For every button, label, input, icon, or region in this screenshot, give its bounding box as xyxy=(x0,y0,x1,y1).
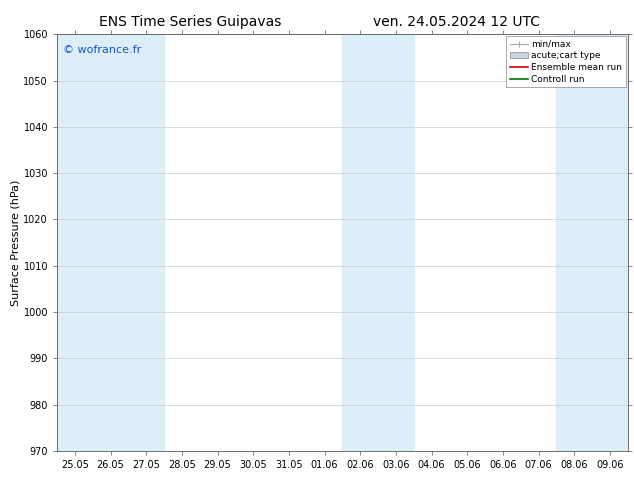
Y-axis label: Surface Pressure (hPa): Surface Pressure (hPa) xyxy=(11,179,21,306)
Legend: min/max, acute;cart type, Ensemble mean run, Controll run: min/max, acute;cart type, Ensemble mean … xyxy=(506,36,626,87)
Text: © wofrance.fr: © wofrance.fr xyxy=(63,45,141,55)
Bar xyxy=(93,34,164,451)
Text: ENS Time Series Guipavas: ENS Time Series Guipavas xyxy=(99,15,281,29)
Bar xyxy=(342,34,413,451)
Bar xyxy=(557,34,628,451)
Bar xyxy=(57,34,93,451)
Text: ven. 24.05.2024 12 UTC: ven. 24.05.2024 12 UTC xyxy=(373,15,540,29)
